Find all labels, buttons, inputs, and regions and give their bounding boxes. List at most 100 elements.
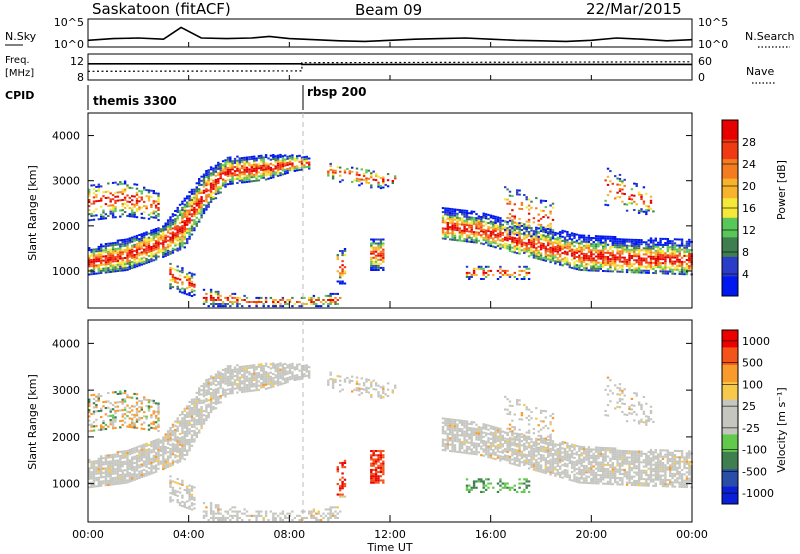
velocity-cell	[116, 482, 120, 485]
velocity-cell	[212, 397, 215, 400]
power-cell	[688, 249, 691, 251]
velocity-cell	[236, 376, 239, 379]
power-cell	[107, 244, 110, 247]
power-cell	[504, 186, 507, 189]
velocity-cell	[92, 462, 96, 465]
power-cell	[640, 261, 643, 264]
power-cell	[207, 203, 210, 206]
power-cell	[200, 183, 203, 186]
power-cell	[274, 173, 277, 176]
velocity-cell	[109, 475, 112, 478]
power-cell	[164, 240, 167, 243]
power-cell	[212, 196, 215, 198]
power-cell	[680, 244, 684, 247]
power-cell	[599, 253, 602, 256]
power-cell	[575, 241, 579, 244]
power-cell	[628, 195, 631, 198]
velocity-cell	[107, 425, 110, 428]
velocity-cell	[200, 422, 203, 425]
power-cell	[166, 225, 170, 228]
power-cell	[611, 240, 614, 242]
velocity-cell	[100, 472, 103, 475]
velocity-cell	[154, 456, 158, 459]
velocity-cell	[272, 512, 275, 515]
power-cell	[281, 296, 285, 299]
velocity-cell	[217, 504, 220, 507]
power-cell	[673, 262, 677, 265]
velocity-cell	[250, 389, 253, 392]
velocity-cell	[200, 408, 203, 411]
velocity-cell	[195, 427, 198, 430]
velocity-cell	[100, 424, 103, 427]
power-cell	[657, 245, 660, 248]
power-cell	[272, 305, 275, 308]
power-cell	[288, 155, 292, 158]
power-cell	[102, 251, 105, 254]
power-cell	[339, 274, 342, 277]
power-cell	[566, 253, 569, 256]
power-cell	[678, 260, 681, 263]
power-cell	[542, 242, 545, 245]
power-cell	[633, 240, 636, 243]
colorbar-tick-label: 20	[742, 180, 756, 193]
velocity-cell	[312, 508, 316, 511]
power-cell	[97, 189, 100, 192]
velocity-cell	[174, 431, 177, 434]
power-cell	[178, 288, 182, 291]
power-cell	[183, 211, 186, 214]
velocity-cell	[272, 379, 275, 382]
power-cell	[654, 237, 657, 240]
power-cell	[621, 268, 624, 271]
power-cell	[186, 211, 189, 214]
power-cell	[602, 257, 605, 260]
velocity-cell	[111, 462, 115, 465]
power-cell	[614, 256, 617, 259]
power-cell	[554, 242, 557, 244]
velocity-cell	[231, 514, 234, 517]
power-cell	[260, 296, 263, 299]
velocity-cell	[166, 451, 170, 454]
power-cell	[214, 178, 218, 181]
power-cell	[221, 178, 225, 181]
power-cell	[688, 240, 691, 243]
power-cell	[666, 246, 669, 249]
velocity-cell	[255, 516, 258, 519]
velocity-cell	[226, 380, 230, 383]
power-cell	[606, 204, 610, 207]
power-cell	[468, 230, 471, 233]
power-cell	[570, 254, 574, 257]
power-cell	[649, 237, 653, 240]
velocity-cell	[181, 505, 184, 508]
velocity-cell	[119, 426, 122, 429]
velocity-cell	[95, 485, 98, 488]
velocity-cell	[312, 510, 316, 513]
power-cell	[582, 267, 586, 270]
power-cell	[487, 226, 490, 229]
power-cell	[95, 260, 98, 263]
power-cell	[238, 177, 241, 180]
power-cell	[176, 249, 179, 252]
velocity-cell	[114, 459, 117, 462]
velocity-cell	[176, 440, 179, 443]
velocity-cell	[310, 510, 313, 513]
power-cell	[592, 249, 595, 252]
power-cell	[384, 183, 387, 186]
power-cell	[181, 245, 184, 248]
velocity-cell	[198, 423, 201, 426]
velocity-cell	[188, 405, 191, 408]
velocity-cell	[229, 514, 232, 517]
velocity-cell	[212, 514, 215, 517]
power-cell	[226, 168, 230, 171]
power-cell	[212, 171, 215, 174]
velocity-cell	[243, 378, 246, 381]
power-cell	[487, 242, 490, 245]
power-cell	[446, 225, 449, 228]
power-cell	[274, 299, 277, 301]
power-cell	[647, 263, 650, 266]
power-cell	[260, 175, 263, 178]
velocity-cell	[255, 376, 258, 379]
power-cell	[580, 262, 583, 265]
power-cell	[527, 232, 531, 235]
velocity-cell	[276, 365, 280, 368]
power-cell	[193, 221, 196, 224]
